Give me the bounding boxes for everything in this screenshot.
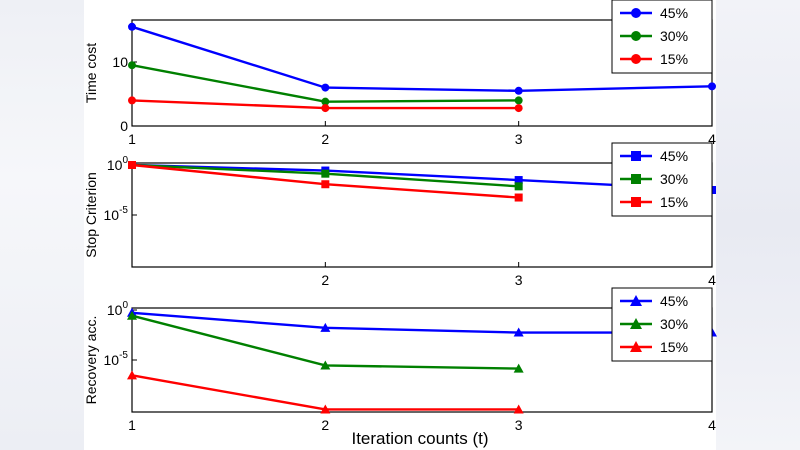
series-15pct — [128, 96, 523, 113]
chart-panel-1: 0 10 1 2 3 4 Time cost 45% 30% 15% — [83, 0, 716, 147]
x-tick-label: 3 — [515, 272, 523, 288]
y-tick-exponent: -5 — [119, 350, 128, 361]
data-point — [514, 86, 523, 95]
y-tick-label: 10-5 — [104, 205, 129, 223]
y-tick-exponent: 0 — [122, 300, 128, 311]
y-tick-label: 10 — [112, 54, 128, 70]
x-tick-label: 1 — [128, 417, 136, 433]
legend-entry: 45% — [620, 5, 688, 21]
data-point — [128, 61, 136, 70]
data-point — [514, 96, 523, 105]
right-background-panel — [716, 0, 800, 450]
data-point — [708, 82, 716, 91]
x-tick-label: 2 — [321, 272, 329, 288]
legend-marker — [631, 197, 641, 207]
legend-label: 15% — [660, 339, 688, 355]
x-axis-label: Iteration counts (t) — [351, 429, 488, 448]
chart-panel-2: 100 10-5 2 3 4 Stop Criterion 45% 30% 15% — [83, 142, 716, 288]
y-axis-label: Stop Criterion — [83, 172, 99, 258]
data-point — [321, 97, 330, 106]
legend-entry: 30% — [620, 171, 688, 187]
x-tick-label: 4 — [708, 417, 716, 433]
legend-label: 30% — [660, 316, 688, 332]
y-tick-label: 100 — [107, 300, 129, 318]
legend-label: 45% — [660, 5, 688, 21]
legend-marker — [631, 54, 641, 64]
data-point — [514, 193, 523, 202]
legend-marker — [630, 295, 642, 306]
series-30pct — [128, 61, 523, 106]
data-point — [514, 176, 523, 185]
legend-entry: 30% — [620, 28, 688, 44]
series-15pct — [128, 161, 523, 202]
x-tick-label: 2 — [321, 417, 329, 433]
data-point — [514, 182, 523, 191]
chart-panel-3: 100 10-5 1 2 3 4 Recovery acc. 45% 30% 15% Iterati… — [83, 287, 717, 448]
legend-entry: 15% — [620, 194, 688, 210]
legend-entry: 45% — [620, 293, 688, 309]
data-point — [320, 322, 331, 332]
series-30pct — [127, 310, 524, 373]
series-line — [131, 25, 713, 93]
y-tick-label: 100 — [107, 155, 129, 173]
data-point — [320, 404, 331, 414]
data-point — [128, 161, 136, 169]
data-point — [513, 327, 524, 337]
x-tick-label: 4 — [708, 131, 716, 147]
legend: 45% 30% 15% — [611, 142, 713, 217]
data-point — [127, 370, 137, 380]
x-tick-label: 3 — [515, 131, 523, 147]
data-point — [128, 22, 136, 31]
x-tick-label: 3 — [515, 417, 523, 433]
legend-label: 45% — [660, 148, 688, 164]
data-point — [321, 104, 330, 113]
y-axis-label: Time cost — [83, 43, 99, 103]
x-tick-label: 4 — [708, 272, 716, 288]
series-45pct — [128, 22, 716, 95]
data-point — [127, 310, 137, 320]
legend-label: 15% — [660, 194, 688, 210]
x-tick-label: 1 — [128, 131, 136, 147]
legend-label: 45% — [660, 293, 688, 309]
legend-entry: 15% — [620, 51, 688, 67]
legend-label: 15% — [660, 51, 688, 67]
legend-marker — [630, 318, 642, 329]
data-point — [128, 96, 136, 105]
series-line — [131, 374, 519, 411]
legend-marker — [631, 174, 641, 184]
series-line — [131, 64, 519, 103]
series-15pct — [127, 370, 524, 414]
legend-marker — [630, 341, 642, 352]
data-point — [321, 83, 330, 92]
legend-marker — [631, 151, 641, 161]
y-tick-exponent: -5 — [119, 205, 128, 216]
data-point — [513, 363, 524, 373]
left-background-panel — [0, 0, 84, 450]
data-point — [320, 360, 331, 370]
x-tick-label: 2 — [321, 131, 329, 147]
y-tick-label: 10-5 — [104, 350, 129, 368]
y-axis-label: Recovery acc. — [83, 316, 99, 405]
data-point — [513, 404, 524, 414]
legend-entry: 30% — [620, 316, 688, 332]
y-tick-exponent: 0 — [122, 155, 128, 166]
legend-marker — [631, 8, 641, 18]
legend-entry: 45% — [620, 148, 688, 164]
legend: 45% 30% 15% — [611, 287, 713, 362]
data-point — [514, 104, 523, 113]
legend: 45% 30% 15% — [611, 0, 713, 74]
y-tick-label: 0 — [120, 118, 128, 134]
data-point — [321, 180, 330, 189]
legend-marker — [631, 31, 641, 41]
legend-entry: 15% — [620, 339, 688, 355]
legend-label: 30% — [660, 171, 688, 187]
legend-label: 30% — [660, 28, 688, 44]
data-point — [321, 169, 330, 178]
